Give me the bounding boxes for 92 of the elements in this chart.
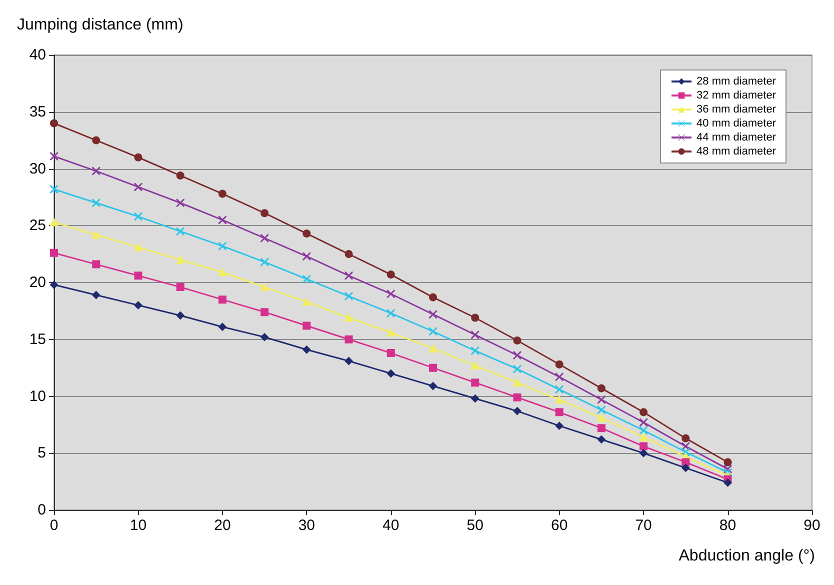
- x-tick-label: 90: [804, 517, 820, 534]
- point: [344, 356, 353, 365]
- x-tick-label: 40: [382, 517, 400, 534]
- point: [260, 283, 269, 292]
- point: [471, 378, 480, 387]
- point: [682, 464, 690, 472]
- y-tick-label: 30: [29, 160, 46, 178]
- y-tick-label: 40: [29, 46, 46, 64]
- point: [597, 435, 606, 444]
- x-tick-label: 0: [50, 517, 58, 534]
- point: [92, 230, 100, 239]
- x-tick-label: 80: [719, 517, 736, 534]
- point: [344, 250, 353, 258]
- point: [471, 362, 480, 370]
- x-tick-label: 20: [214, 517, 231, 534]
- point: [344, 335, 353, 344]
- point: [513, 393, 522, 402]
- legend-label: 36 mm diameter: [696, 104, 776, 116]
- y-tick-label: 5: [38, 444, 46, 462]
- point: [302, 230, 311, 238]
- point: [513, 407, 522, 416]
- legend-label: 28 mm diameter: [696, 76, 776, 88]
- point: [682, 434, 690, 442]
- point: [50, 119, 58, 128]
- point: [92, 136, 100, 144]
- x-tick-label: 10: [130, 517, 147, 534]
- point: [260, 209, 269, 218]
- y-axis-title: Jumping distance (mm): [17, 16, 184, 34]
- legend-label: 32 mm diameter: [696, 90, 776, 102]
- point: [513, 378, 522, 387]
- point: [471, 314, 480, 322]
- y-tick-label: 35: [29, 103, 46, 120]
- legend-label: 48 mm diameter: [696, 146, 776, 158]
- point: [218, 190, 226, 198]
- point: [260, 333, 269, 342]
- legend-label: 40 mm diameter: [696, 118, 776, 130]
- point: [471, 394, 480, 403]
- y-tick-label: 20: [29, 274, 46, 291]
- point: [429, 382, 437, 390]
- point: [555, 360, 564, 368]
- point: [176, 256, 184, 264]
- point: [386, 328, 395, 337]
- point: [724, 478, 732, 487]
- point: [555, 408, 564, 416]
- point: [134, 153, 142, 162]
- point: [597, 424, 606, 432]
- point: [134, 272, 142, 280]
- point: [302, 298, 311, 306]
- point: [176, 311, 184, 320]
- y-tick-label: 0: [38, 502, 46, 518]
- point: [50, 218, 58, 226]
- point: [176, 283, 184, 292]
- point: [176, 172, 184, 180]
- y-tick-label: 15: [29, 330, 46, 348]
- legend-label: 44 mm diameter: [696, 132, 776, 144]
- y-tick-label: 25: [29, 217, 46, 234]
- point: [682, 458, 690, 466]
- point: [386, 349, 395, 358]
- point: [597, 384, 606, 392]
- point: [597, 414, 606, 422]
- point: [640, 449, 648, 458]
- point: [386, 370, 395, 378]
- point: [218, 322, 226, 331]
- point: [50, 248, 58, 257]
- point: [429, 364, 437, 372]
- point: [92, 291, 100, 300]
- y-tick-label: 10: [29, 388, 46, 405]
- point: [50, 280, 58, 289]
- point: [302, 346, 311, 354]
- point: [134, 301, 142, 310]
- x-tick-label: 30: [298, 517, 316, 534]
- point: [344, 314, 353, 322]
- point: [302, 322, 311, 330]
- point: [555, 396, 564, 404]
- point: [640, 433, 648, 442]
- x-axis-title: Abduction angle (°): [678, 548, 816, 564]
- point: [260, 308, 269, 316]
- x-tick-label: 60: [550, 517, 568, 534]
- point: [386, 270, 395, 279]
- x-tick-label: 50: [466, 517, 484, 534]
- point: [640, 408, 648, 416]
- point: [218, 296, 226, 304]
- point: [218, 268, 226, 276]
- point: [555, 422, 564, 430]
- point: [429, 293, 437, 302]
- point: [429, 344, 437, 352]
- point: [724, 458, 732, 466]
- point: [513, 336, 522, 345]
- x-tick-label: 70: [635, 517, 652, 534]
- point: [640, 442, 648, 450]
- point: [134, 243, 142, 252]
- point: [92, 260, 100, 268]
